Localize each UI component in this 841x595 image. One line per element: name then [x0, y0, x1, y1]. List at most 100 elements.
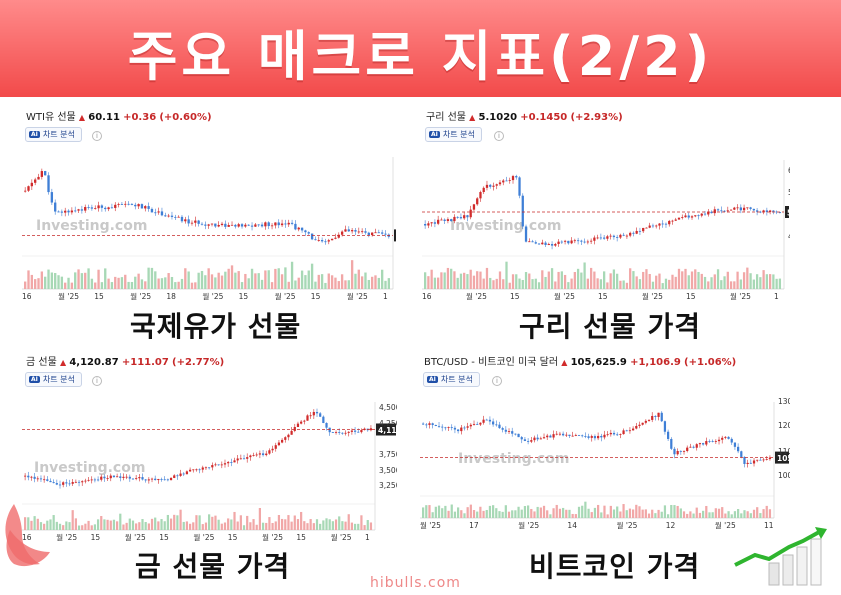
volume-bar	[612, 269, 616, 289]
candle-body	[169, 477, 173, 481]
volume-bar	[440, 272, 443, 289]
candle-body	[690, 216, 694, 218]
x-tick-label: 17	[469, 521, 479, 530]
volume-bar	[550, 268, 554, 289]
volume-bar	[211, 516, 214, 530]
candle-body	[110, 207, 114, 209]
candle-body	[562, 433, 565, 436]
candle-body	[485, 419, 488, 421]
volume-bar	[64, 282, 67, 289]
ai-button-label: 차트 분석	[440, 375, 473, 384]
candle-body	[369, 428, 373, 431]
volume-bar	[310, 263, 314, 289]
candle-body	[479, 192, 482, 199]
volume-bar	[552, 508, 555, 518]
candle-body	[674, 219, 677, 221]
candle-body	[160, 479, 163, 480]
info-icon[interactable]: i	[494, 131, 504, 141]
volume-bar	[565, 509, 568, 518]
ai-chart-analysis-button[interactable]: AI 차트 분석	[25, 127, 82, 142]
volume-bar	[657, 509, 660, 518]
volume-bar	[328, 519, 331, 530]
candle-body	[599, 237, 603, 239]
candle-body	[30, 182, 34, 187]
candle-body	[673, 448, 676, 455]
candle-body	[90, 207, 94, 209]
volume-bar	[119, 513, 122, 530]
volume-bar	[472, 510, 476, 518]
candle-body	[702, 443, 705, 445]
candle-body	[514, 433, 517, 435]
x-tick-label: 15	[91, 533, 101, 542]
volume-bar	[27, 517, 30, 530]
candle-body	[431, 423, 434, 426]
candle-body	[778, 212, 782, 213]
volume-bar	[110, 282, 114, 289]
candle-body	[671, 220, 674, 222]
volume-bar	[729, 281, 733, 289]
candle-body	[157, 479, 160, 481]
candle-body	[370, 232, 374, 235]
candle-body	[242, 458, 246, 460]
price-tag-bg	[785, 206, 789, 218]
volume-bar	[249, 522, 252, 530]
candle-body	[714, 441, 717, 442]
ai-chart-analysis-button[interactable]: AI 차트 분석	[423, 372, 480, 387]
volume-bar	[755, 274, 759, 289]
price-tag-label: 4,119.95	[378, 426, 397, 435]
volume-bar	[39, 522, 43, 530]
volume-bar	[539, 507, 542, 518]
volume-bar	[581, 505, 584, 518]
ai-chart-analysis-button[interactable]: AI 차트 분석	[25, 372, 82, 387]
info-icon[interactable]: i	[492, 376, 502, 386]
volume-bar	[599, 279, 603, 289]
volume-bar	[698, 512, 702, 518]
candle-body	[515, 176, 518, 178]
candle-body	[274, 445, 277, 449]
candle-body	[466, 215, 469, 218]
volume-bar	[294, 280, 297, 289]
volume-bar	[655, 275, 658, 289]
candle-body	[40, 171, 44, 177]
candle-body	[557, 241, 560, 244]
volume-bar	[511, 510, 514, 518]
candle-body	[534, 242, 537, 244]
candle-body	[772, 210, 775, 212]
candle-body	[190, 222, 194, 224]
oil-header: WTI유 선물 ▲ 60.11 +0.36 (+0.60%)	[26, 108, 212, 123]
volume-bar	[164, 277, 167, 289]
candle-body	[47, 175, 50, 193]
x-tick-label: 월 '25	[194, 532, 215, 542]
candle-body	[505, 180, 508, 182]
volume-bar	[430, 269, 433, 289]
candle-body	[571, 435, 574, 437]
info-icon[interactable]: i	[92, 131, 102, 141]
volume-bar	[521, 279, 524, 289]
candle-body	[517, 433, 520, 438]
candle-body	[537, 243, 541, 245]
volume-bar	[114, 276, 117, 289]
candle-body	[249, 455, 252, 458]
ai-chart-analysis-button[interactable]: AI 차트 분석	[425, 127, 482, 142]
volume-bar	[260, 279, 264, 289]
candle-body	[459, 217, 463, 219]
volume-bar	[271, 522, 274, 530]
volume-bar	[125, 522, 128, 530]
candle-body	[154, 212, 157, 214]
volume-bar	[476, 271, 479, 289]
candle-body	[341, 432, 344, 434]
volume-bar	[384, 280, 387, 289]
volume-bar	[187, 271, 190, 289]
volume-bar	[668, 279, 671, 289]
candle-body	[629, 232, 632, 236]
volume-bar	[752, 509, 756, 518]
x-tick-label: 1	[365, 533, 370, 542]
volume-bar	[267, 270, 270, 289]
volume-bar	[257, 273, 260, 289]
candle-body	[310, 233, 314, 240]
volume-bar	[600, 512, 603, 518]
volume-bar	[622, 504, 625, 518]
info-icon[interactable]: i	[92, 376, 102, 386]
volume-bar	[726, 271, 729, 289]
candle-body	[114, 204, 117, 208]
